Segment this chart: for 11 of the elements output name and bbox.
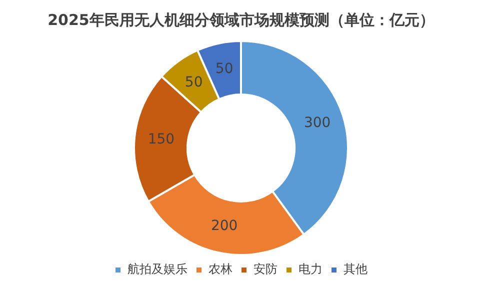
data-label: 50 xyxy=(215,61,234,78)
chart-title: 2025年民用无人机细分领域市场规模预测（单位：亿元） xyxy=(48,10,434,29)
data-label: 50 xyxy=(184,74,203,91)
legend-label: 其他 xyxy=(344,262,368,276)
legend-label: 航拍及娱乐 xyxy=(128,262,188,276)
legend-label: 农林 xyxy=(208,262,232,276)
data-label: 200 xyxy=(210,218,238,234)
data-label: 300 xyxy=(304,114,331,131)
legend-label: 电力 xyxy=(298,262,322,276)
data-label: 150 xyxy=(148,131,175,148)
legend-label: 安防 xyxy=(254,262,278,276)
